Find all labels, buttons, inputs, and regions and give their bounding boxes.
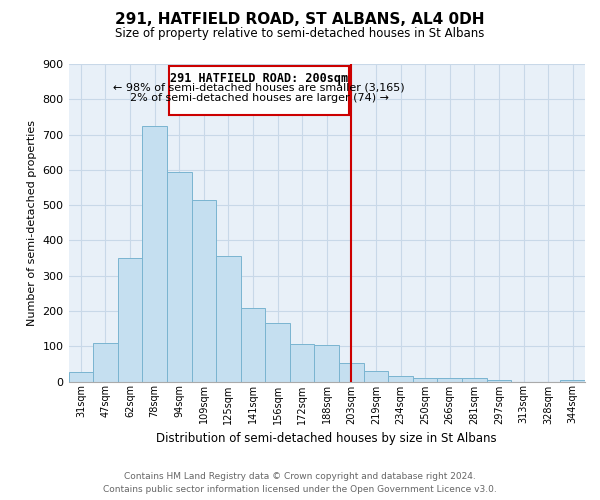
Bar (364, 371, 388, 382)
Bar (68, 372, 93, 382)
Text: Size of property relative to semi-detached houses in St Albans: Size of property relative to semi-detach… (115, 28, 485, 40)
Bar (339, 363, 364, 382)
Text: Contains HM Land Registry data © Crown copyright and database right 2024.
Contai: Contains HM Land Registry data © Crown c… (103, 472, 497, 494)
Bar (142, 126, 167, 382)
X-axis label: Distribution of semi-detached houses by size in St Albans: Distribution of semi-detached houses by … (157, 432, 497, 445)
Bar (93, 344, 118, 382)
Bar (167, 172, 191, 382)
Bar (437, 378, 462, 382)
Bar (265, 324, 290, 382)
Bar (487, 380, 511, 382)
Bar (462, 378, 487, 382)
Y-axis label: Number of semi-detached properties: Number of semi-detached properties (27, 120, 37, 326)
Text: 2% of semi-detached houses are larger (74) →: 2% of semi-detached houses are larger (7… (130, 93, 389, 103)
Text: 291, HATFIELD ROAD, ST ALBANS, AL4 0DH: 291, HATFIELD ROAD, ST ALBANS, AL4 0DH (115, 12, 485, 28)
Bar (118, 258, 142, 382)
FancyBboxPatch shape (169, 66, 349, 115)
Bar (290, 344, 314, 382)
Bar (191, 200, 216, 382)
Bar (241, 308, 265, 382)
Text: ← 98% of semi-detached houses are smaller (3,165): ← 98% of semi-detached houses are smalle… (113, 82, 405, 92)
Text: 291 HATFIELD ROAD: 200sqm: 291 HATFIELD ROAD: 200sqm (170, 72, 348, 85)
Bar (216, 256, 241, 382)
Bar (560, 380, 585, 382)
Bar (413, 378, 437, 382)
Bar (388, 376, 413, 382)
Bar (314, 345, 339, 382)
